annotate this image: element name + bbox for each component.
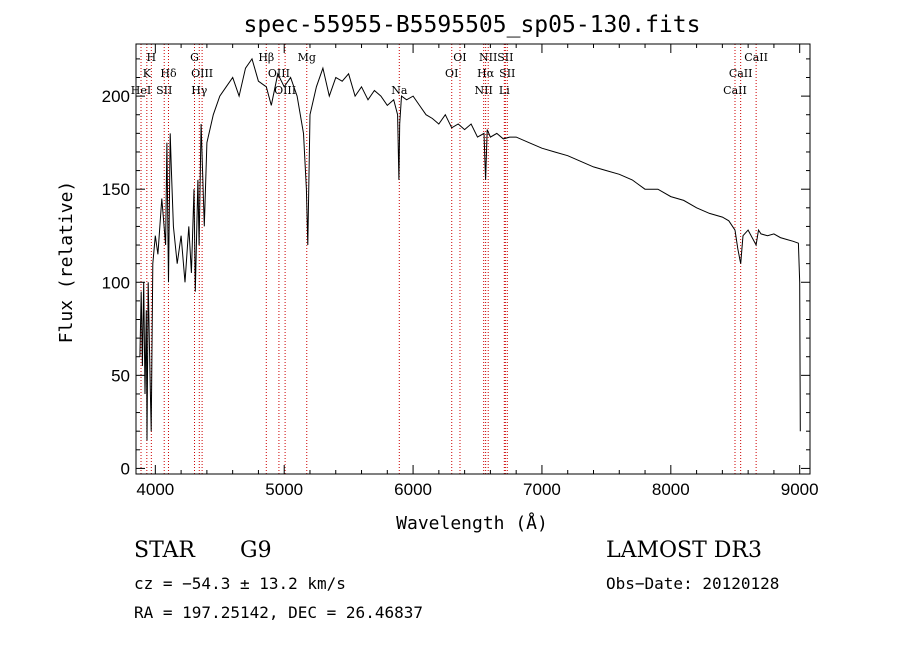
line-marker-label: G bbox=[190, 51, 199, 64]
line-marker-label: Hα bbox=[477, 67, 495, 80]
y-tick-label: 50 bbox=[111, 366, 130, 385]
line-marker-label: NII bbox=[475, 84, 493, 97]
line-marker-label: CaII bbox=[744, 51, 768, 64]
y-tick-label: 100 bbox=[102, 273, 130, 292]
line-marker-label: OIII bbox=[274, 84, 296, 97]
x-tick-label: 4000 bbox=[136, 480, 174, 499]
spectrum-line bbox=[139, 57, 801, 441]
observation-date: Obs−Date: 20120128 bbox=[606, 574, 780, 593]
x-tick-label: 9000 bbox=[781, 480, 819, 499]
line-marker-label: Mg bbox=[298, 51, 316, 64]
y-axis-label: Flux (relative) bbox=[56, 181, 77, 344]
x-tick-label: 5000 bbox=[265, 480, 303, 499]
x-tick-label: 7000 bbox=[523, 480, 561, 499]
survey-name: LAMOST DR3 bbox=[606, 538, 762, 563]
chart-title: spec-55955-B5595505_sp05-130.fits bbox=[244, 12, 701, 38]
line-marker-label: OIII bbox=[191, 67, 213, 80]
line-marker-label: Hβ bbox=[258, 51, 274, 64]
line-marker-label: CaII bbox=[723, 84, 747, 97]
y-tick-label: 200 bbox=[102, 87, 130, 106]
line-marker-label: CaII bbox=[729, 67, 753, 80]
y-tick-label: 150 bbox=[102, 180, 130, 199]
line-marker-label: OI bbox=[453, 51, 466, 64]
x-axis-label: Wavelength (Å) bbox=[396, 512, 548, 534]
line-marker-label: OI bbox=[445, 67, 458, 80]
line-marker-label: H bbox=[147, 51, 157, 64]
line-marker-label: SII bbox=[497, 51, 513, 64]
plot-frame bbox=[135, 43, 811, 475]
line-marker-label: OIII bbox=[268, 67, 290, 80]
x-tick-label: 6000 bbox=[394, 480, 432, 499]
line-marker-label: SII bbox=[156, 84, 172, 97]
object-class: STAR bbox=[134, 538, 195, 563]
line-marker-label: Hγ bbox=[191, 84, 208, 97]
line-marker-label: NII bbox=[479, 51, 497, 64]
line-marker-label: Li bbox=[499, 84, 510, 97]
line-marker-label: K bbox=[143, 67, 152, 80]
spectrum-chart: spec-55955-B5595505_sp05-130.fits 4000 50… bbox=[56, 12, 819, 534]
line-marker-label: HeI bbox=[131, 84, 151, 97]
object-subclass: G9 bbox=[240, 538, 272, 563]
line-marker-label: Na bbox=[391, 84, 408, 97]
coordinates: RA = 197.25142, DEC = 26.46837 bbox=[134, 603, 423, 622]
redshift-cz: cz = −54.3 ± 13.2 km/s bbox=[134, 574, 346, 593]
line-marker-label: SII bbox=[499, 67, 515, 80]
y-tick-label: 0 bbox=[121, 459, 130, 478]
line-marker-label: Hδ bbox=[160, 67, 177, 80]
x-tick-label: 8000 bbox=[652, 480, 690, 499]
